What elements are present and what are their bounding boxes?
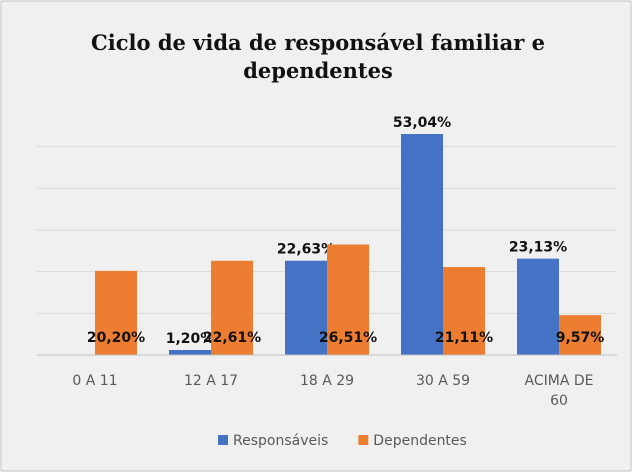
data-label: 23,13% bbox=[509, 240, 567, 256]
data-label: 22,63% bbox=[277, 242, 335, 258]
legend-swatch bbox=[358, 435, 369, 445]
bar bbox=[285, 260, 327, 355]
x-tick-label: 18 A 29 bbox=[300, 373, 354, 389]
bar bbox=[401, 134, 443, 355]
bar bbox=[559, 315, 601, 355]
bar bbox=[169, 350, 211, 355]
data-label: 1,20% bbox=[166, 331, 215, 347]
data-label: 22,61% bbox=[203, 330, 261, 346]
x-tick-label: ACIMA DE 60 bbox=[525, 373, 594, 409]
data-label: 9,57% bbox=[556, 330, 605, 346]
bar bbox=[327, 244, 369, 355]
legend-label: Responsáveis bbox=[233, 433, 328, 449]
bar bbox=[211, 260, 253, 355]
x-tick-label: 0 A 11 bbox=[72, 373, 117, 389]
data-label: 53,04% bbox=[393, 115, 451, 131]
x-tick-label: 30 A 59 bbox=[416, 373, 470, 389]
data-label: 26,51% bbox=[319, 330, 377, 346]
data-label: 20,20% bbox=[87, 330, 145, 346]
x-tick-label: 12 A 17 bbox=[184, 373, 238, 389]
data-label: 21,11% bbox=[435, 330, 493, 346]
bar bbox=[95, 270, 137, 355]
bar bbox=[517, 258, 559, 355]
legend-swatch bbox=[218, 435, 228, 445]
bar bbox=[443, 267, 485, 355]
legend-label: Dependentes bbox=[373, 433, 467, 449]
